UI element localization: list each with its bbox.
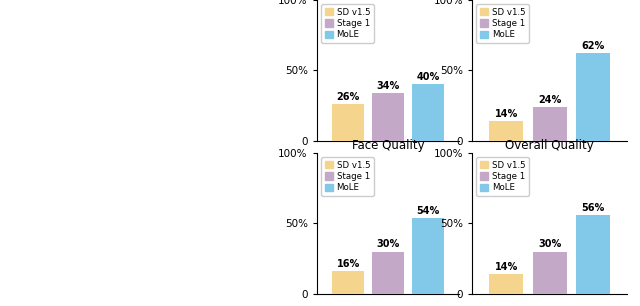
Legend: SD v1.5, Stage 1, MoLE: SD v1.5, Stage 1, MoLE [476,157,529,196]
Bar [489,121,524,141]
Legend: SD v1.5, Stage 1, MoLE: SD v1.5, Stage 1, MoLE [321,157,374,196]
Bar [332,104,364,141]
Bar [532,252,566,294]
Text: 14%: 14% [495,262,518,272]
Text: 56%: 56% [581,203,605,213]
Text: 30%: 30% [376,239,399,249]
Bar [332,271,364,294]
Bar [412,84,444,141]
Title: Face Quality: Face Quality [352,139,424,152]
Text: 62%: 62% [581,41,605,51]
Bar [412,218,444,294]
Bar [576,215,610,294]
Legend: SD v1.5, Stage 1, MoLE: SD v1.5, Stage 1, MoLE [476,4,529,43]
Title: Overall Quality: Overall Quality [505,139,594,152]
Bar [372,252,404,294]
Text: 34%: 34% [376,81,399,91]
Text: 24%: 24% [538,95,561,105]
Bar [532,107,566,141]
Text: 16%: 16% [337,259,360,269]
Text: 30%: 30% [538,239,561,249]
Bar [489,274,524,294]
Text: 26%: 26% [337,92,360,102]
Bar [372,93,404,141]
Bar [576,54,610,141]
Text: 54%: 54% [416,206,440,216]
Legend: SD v1.5, Stage 1, MoLE: SD v1.5, Stage 1, MoLE [321,4,374,43]
Text: 40%: 40% [416,72,440,82]
Text: 14%: 14% [495,109,518,119]
